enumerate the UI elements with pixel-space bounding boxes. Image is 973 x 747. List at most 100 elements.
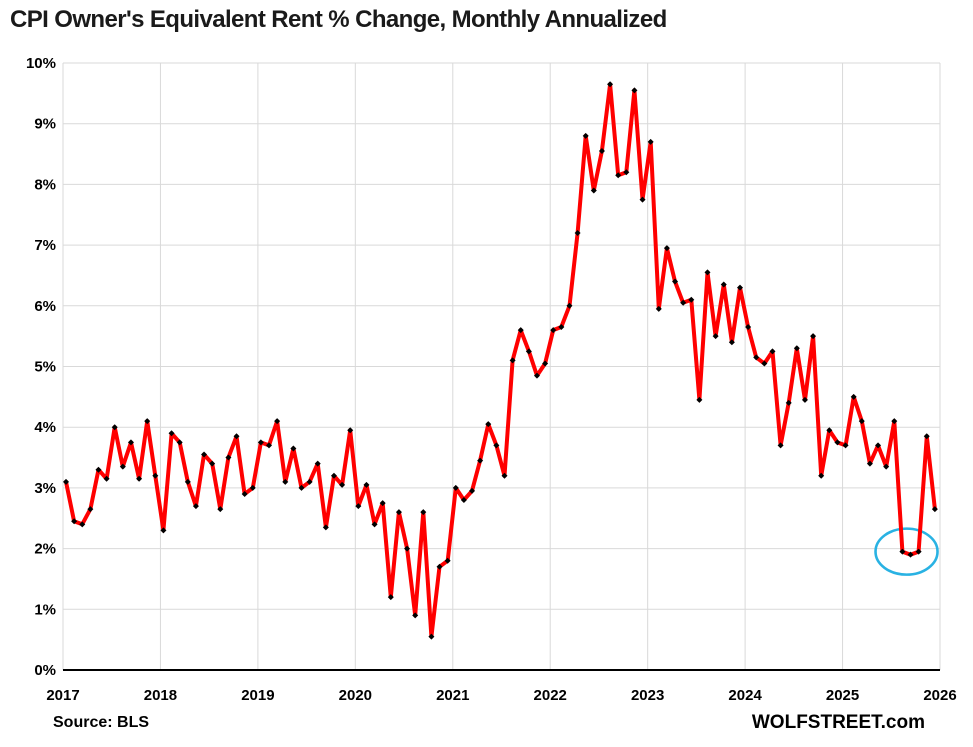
x-tick-label: 2023 <box>631 687 664 704</box>
data-point-marker <box>875 442 882 449</box>
data-point-marker <box>225 454 232 461</box>
data-point-marker <box>736 284 743 291</box>
data-point-marker <box>550 327 557 334</box>
data-point-marker <box>136 475 143 482</box>
y-tick-label: 8% <box>34 176 56 193</box>
data-point-marker <box>241 490 248 497</box>
data-point-marker <box>598 148 605 155</box>
x-tick-label: 2017 <box>46 687 79 704</box>
data-point-marker <box>71 518 78 525</box>
y-tick-label: 3% <box>34 480 56 497</box>
data-point-marker <box>785 399 792 406</box>
y-tick-label: 5% <box>34 359 56 376</box>
data-point-marker <box>355 503 362 510</box>
data-point-marker <box>582 132 589 139</box>
data-point-marker <box>728 339 735 346</box>
data-point-marker <box>444 557 451 564</box>
data-point-marker <box>923 433 930 440</box>
data-point-marker <box>826 427 833 434</box>
data-point-marker <box>387 594 394 601</box>
data-point-marker <box>801 396 808 403</box>
data-point-marker <box>168 430 175 437</box>
watermark: WOLFSTREET.com <box>751 712 925 733</box>
data-point-marker <box>330 472 337 479</box>
data-point-marker <box>404 545 411 552</box>
data-point-marker <box>452 484 459 491</box>
data-point-marker <box>720 281 727 288</box>
data-point-marker <box>777 442 784 449</box>
data-point-marker <box>533 372 540 379</box>
data-point-marker <box>192 503 199 510</box>
data-point-marker <box>460 497 467 504</box>
data-point-marker <box>127 439 134 446</box>
data-point-marker <box>379 500 386 507</box>
data-point-marker <box>420 509 427 516</box>
y-tick-label: 10% <box>26 55 56 72</box>
data-point-marker <box>793 345 800 352</box>
y-tick-label: 1% <box>34 601 56 618</box>
data-point-marker <box>891 418 898 425</box>
data-point-marker <box>509 357 516 364</box>
y-tick-label: 6% <box>34 298 56 315</box>
data-point-marker <box>298 484 305 491</box>
data-point-marker <box>266 442 273 449</box>
data-point-marker <box>119 463 126 470</box>
data-point-marker <box>469 487 476 494</box>
data-point-marker <box>79 521 86 528</box>
data-point-marker <box>866 460 873 467</box>
data-line <box>64 82 937 639</box>
data-point-marker <box>834 439 841 446</box>
data-point-marker <box>257 439 264 446</box>
x-tick-label: 2024 <box>728 687 762 704</box>
data-point-marker <box>95 466 102 473</box>
x-tick-label: 2026 <box>923 687 956 704</box>
data-point-marker <box>810 333 817 340</box>
data-point-marker <box>217 506 224 513</box>
data-point-marker <box>915 548 922 555</box>
data-point-marker <box>412 612 419 619</box>
x-tick-label: 2020 <box>339 687 372 704</box>
data-point-marker <box>501 472 508 479</box>
data-point-marker <box>696 396 703 403</box>
data-point-marker <box>209 460 216 467</box>
x-tick-label: 2022 <box>534 687 567 704</box>
y-tick-label: 2% <box>34 541 56 558</box>
data-point-marker <box>712 333 719 340</box>
data-point-marker <box>282 478 289 485</box>
data-point-marker <box>111 424 118 431</box>
data-point-markers <box>63 81 938 640</box>
data-point-marker <box>103 475 110 482</box>
data-point-marker <box>607 81 614 88</box>
data-point-marker <box>322 524 329 531</box>
x-tick-label: 2021 <box>436 687 469 704</box>
data-point-marker <box>761 360 768 367</box>
x-tick-labels: 2017 2018 2019 2020 2021 2022 2023 2024 2025 2026 <box>46 687 956 704</box>
data-point-marker <box>347 427 354 434</box>
data-point-marker <box>493 442 500 449</box>
data-point-marker <box>249 484 256 491</box>
data-point-marker <box>371 521 378 528</box>
data-point-marker <box>769 348 776 355</box>
data-point-marker <box>566 302 573 309</box>
data-point-marker <box>517 327 524 334</box>
data-point-marker <box>542 360 549 367</box>
data-point-marker <box>704 269 711 276</box>
data-point-marker <box>87 506 94 513</box>
data-point-marker <box>525 348 532 355</box>
data-point-marker <box>615 172 622 179</box>
data-point-marker <box>290 445 297 452</box>
data-point-marker <box>558 324 565 331</box>
data-point-marker <box>574 229 581 236</box>
data-point-marker <box>753 354 760 361</box>
data-point-marker <box>842 442 849 449</box>
grid-lines <box>62 62 941 670</box>
data-point-marker <box>858 418 865 425</box>
x-tick-label: 2025 <box>826 687 859 704</box>
data-point-marker <box>363 481 370 488</box>
data-point-marker <box>631 87 638 94</box>
y-tick-label: 0% <box>34 662 56 679</box>
data-point-marker <box>850 393 857 400</box>
data-point-marker <box>688 296 695 303</box>
